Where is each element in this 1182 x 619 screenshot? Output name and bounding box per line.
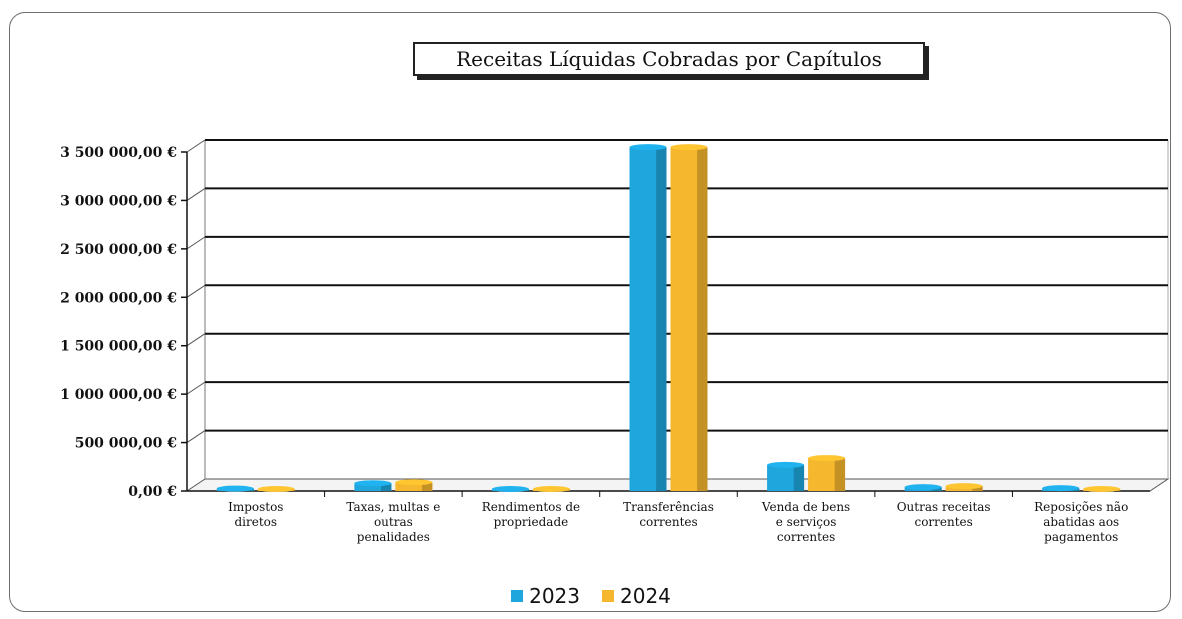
bar-shade-2024 [972, 486, 983, 491]
bar-cap-2023 [491, 486, 529, 492]
x-tick-label-line: Venda de bens [761, 500, 850, 514]
x-tick-label: Taxas, multas e outras penalidades [346, 500, 440, 544]
bar-cap-2024 [808, 455, 846, 462]
x-tick-label-line: abatidas aos [1043, 515, 1119, 529]
x-tick-label: Reposições não abatidas aos pagamentos [1034, 500, 1128, 544]
bar-cap-2023 [904, 484, 942, 491]
x-tick-label-line: Reposições não [1034, 500, 1128, 514]
legend-swatch-2023 [511, 590, 524, 602]
x-tick-label: Outras receitas correntes [897, 500, 991, 529]
x-tick-label-line: Impostos [228, 500, 283, 514]
y-tick-label: 2 500 000,00 € [60, 242, 177, 258]
x-tick-label: Impostos diretos [228, 500, 283, 529]
x-tick-label-line: correntes [777, 530, 835, 544]
chart-title: Receitas Líquidas Cobradas por Capítulos [413, 42, 925, 76]
gridline-side [186, 381, 206, 395]
bar-cap-2023 [767, 461, 805, 468]
y-tick-label: 1 000 000,00 € [60, 387, 177, 403]
y-tick-label: 1 500 000,00 € [60, 339, 177, 355]
bar-cap-2023 [354, 480, 392, 487]
gridline-side [186, 139, 206, 153]
x-tick-label-line: correntes [639, 515, 697, 529]
bar-shade-2024 [697, 147, 708, 491]
bar-2024 [395, 482, 433, 491]
legend: 2023 2024 [0, 582, 1182, 610]
bar-cap-2024 [945, 483, 983, 490]
x-tick-label: Rendimentos de propriedade [482, 500, 580, 529]
gridline-side [186, 236, 206, 250]
bar-shade-2023 [656, 147, 667, 491]
x-tick-label-line: Taxas, multas e [346, 500, 440, 514]
bar-cap-2023 [629, 144, 667, 151]
x-tick-label-line: penalidades [357, 530, 430, 544]
y-tick-label: 3 000 000,00 € [60, 193, 177, 209]
legend-item-2024: 2024 [602, 584, 671, 608]
x-tick-label-line: correntes [914, 515, 972, 529]
x-tick-label: Venda de bens e serviços correntes [761, 500, 850, 544]
x-tick-label-line: Transferências [623, 500, 714, 514]
y-tick-label: 0,00 € [128, 484, 177, 500]
x-tick-label-line: diretos [235, 515, 278, 529]
bar-shade-2023 [380, 483, 392, 491]
x-tick-label-line: Rendimentos de [482, 500, 580, 514]
gridline-side [186, 284, 206, 298]
x-tick-label-line: pagamentos [1044, 530, 1118, 544]
bar-cap-2023 [216, 485, 254, 492]
gridline-side [186, 333, 206, 347]
x-tick-label-line: outras [374, 515, 413, 529]
legend-label-2024: 2024 [620, 584, 671, 608]
bar-shade-2023 [793, 464, 805, 491]
legend-item-2023: 2023 [511, 584, 580, 608]
x-tick-label-line: e serviços [776, 515, 837, 529]
legend-label-2023: 2023 [529, 584, 580, 608]
legend-swatch-2024 [602, 590, 614, 602]
y-tick-label: 500 000,00 € [75, 436, 178, 452]
bar-2023 [354, 483, 392, 491]
x-tick-label-line: propriedade [494, 515, 569, 529]
gridline-side [186, 188, 206, 201]
bar-cap-2024 [257, 486, 295, 492]
bar-cap-2023 [1042, 485, 1080, 492]
y-tick-label: 2 000 000,00 € [60, 290, 177, 306]
bar-cap-2024 [532, 486, 570, 492]
x-tick-label-line: Outras receitas [897, 500, 991, 514]
bar-cap-2024 [1083, 486, 1121, 492]
bar-shade-2024 [834, 458, 846, 491]
bar-cap-2024 [395, 479, 433, 486]
x-tick-label: Transferências correntes [623, 500, 714, 529]
bar-cap-2024 [670, 144, 708, 151]
chart-frame [9, 12, 1171, 612]
gridline-side [186, 430, 206, 443]
y-tick-label: 3 500 000,00 € [60, 145, 177, 161]
bar-shade-2024 [421, 482, 433, 491]
